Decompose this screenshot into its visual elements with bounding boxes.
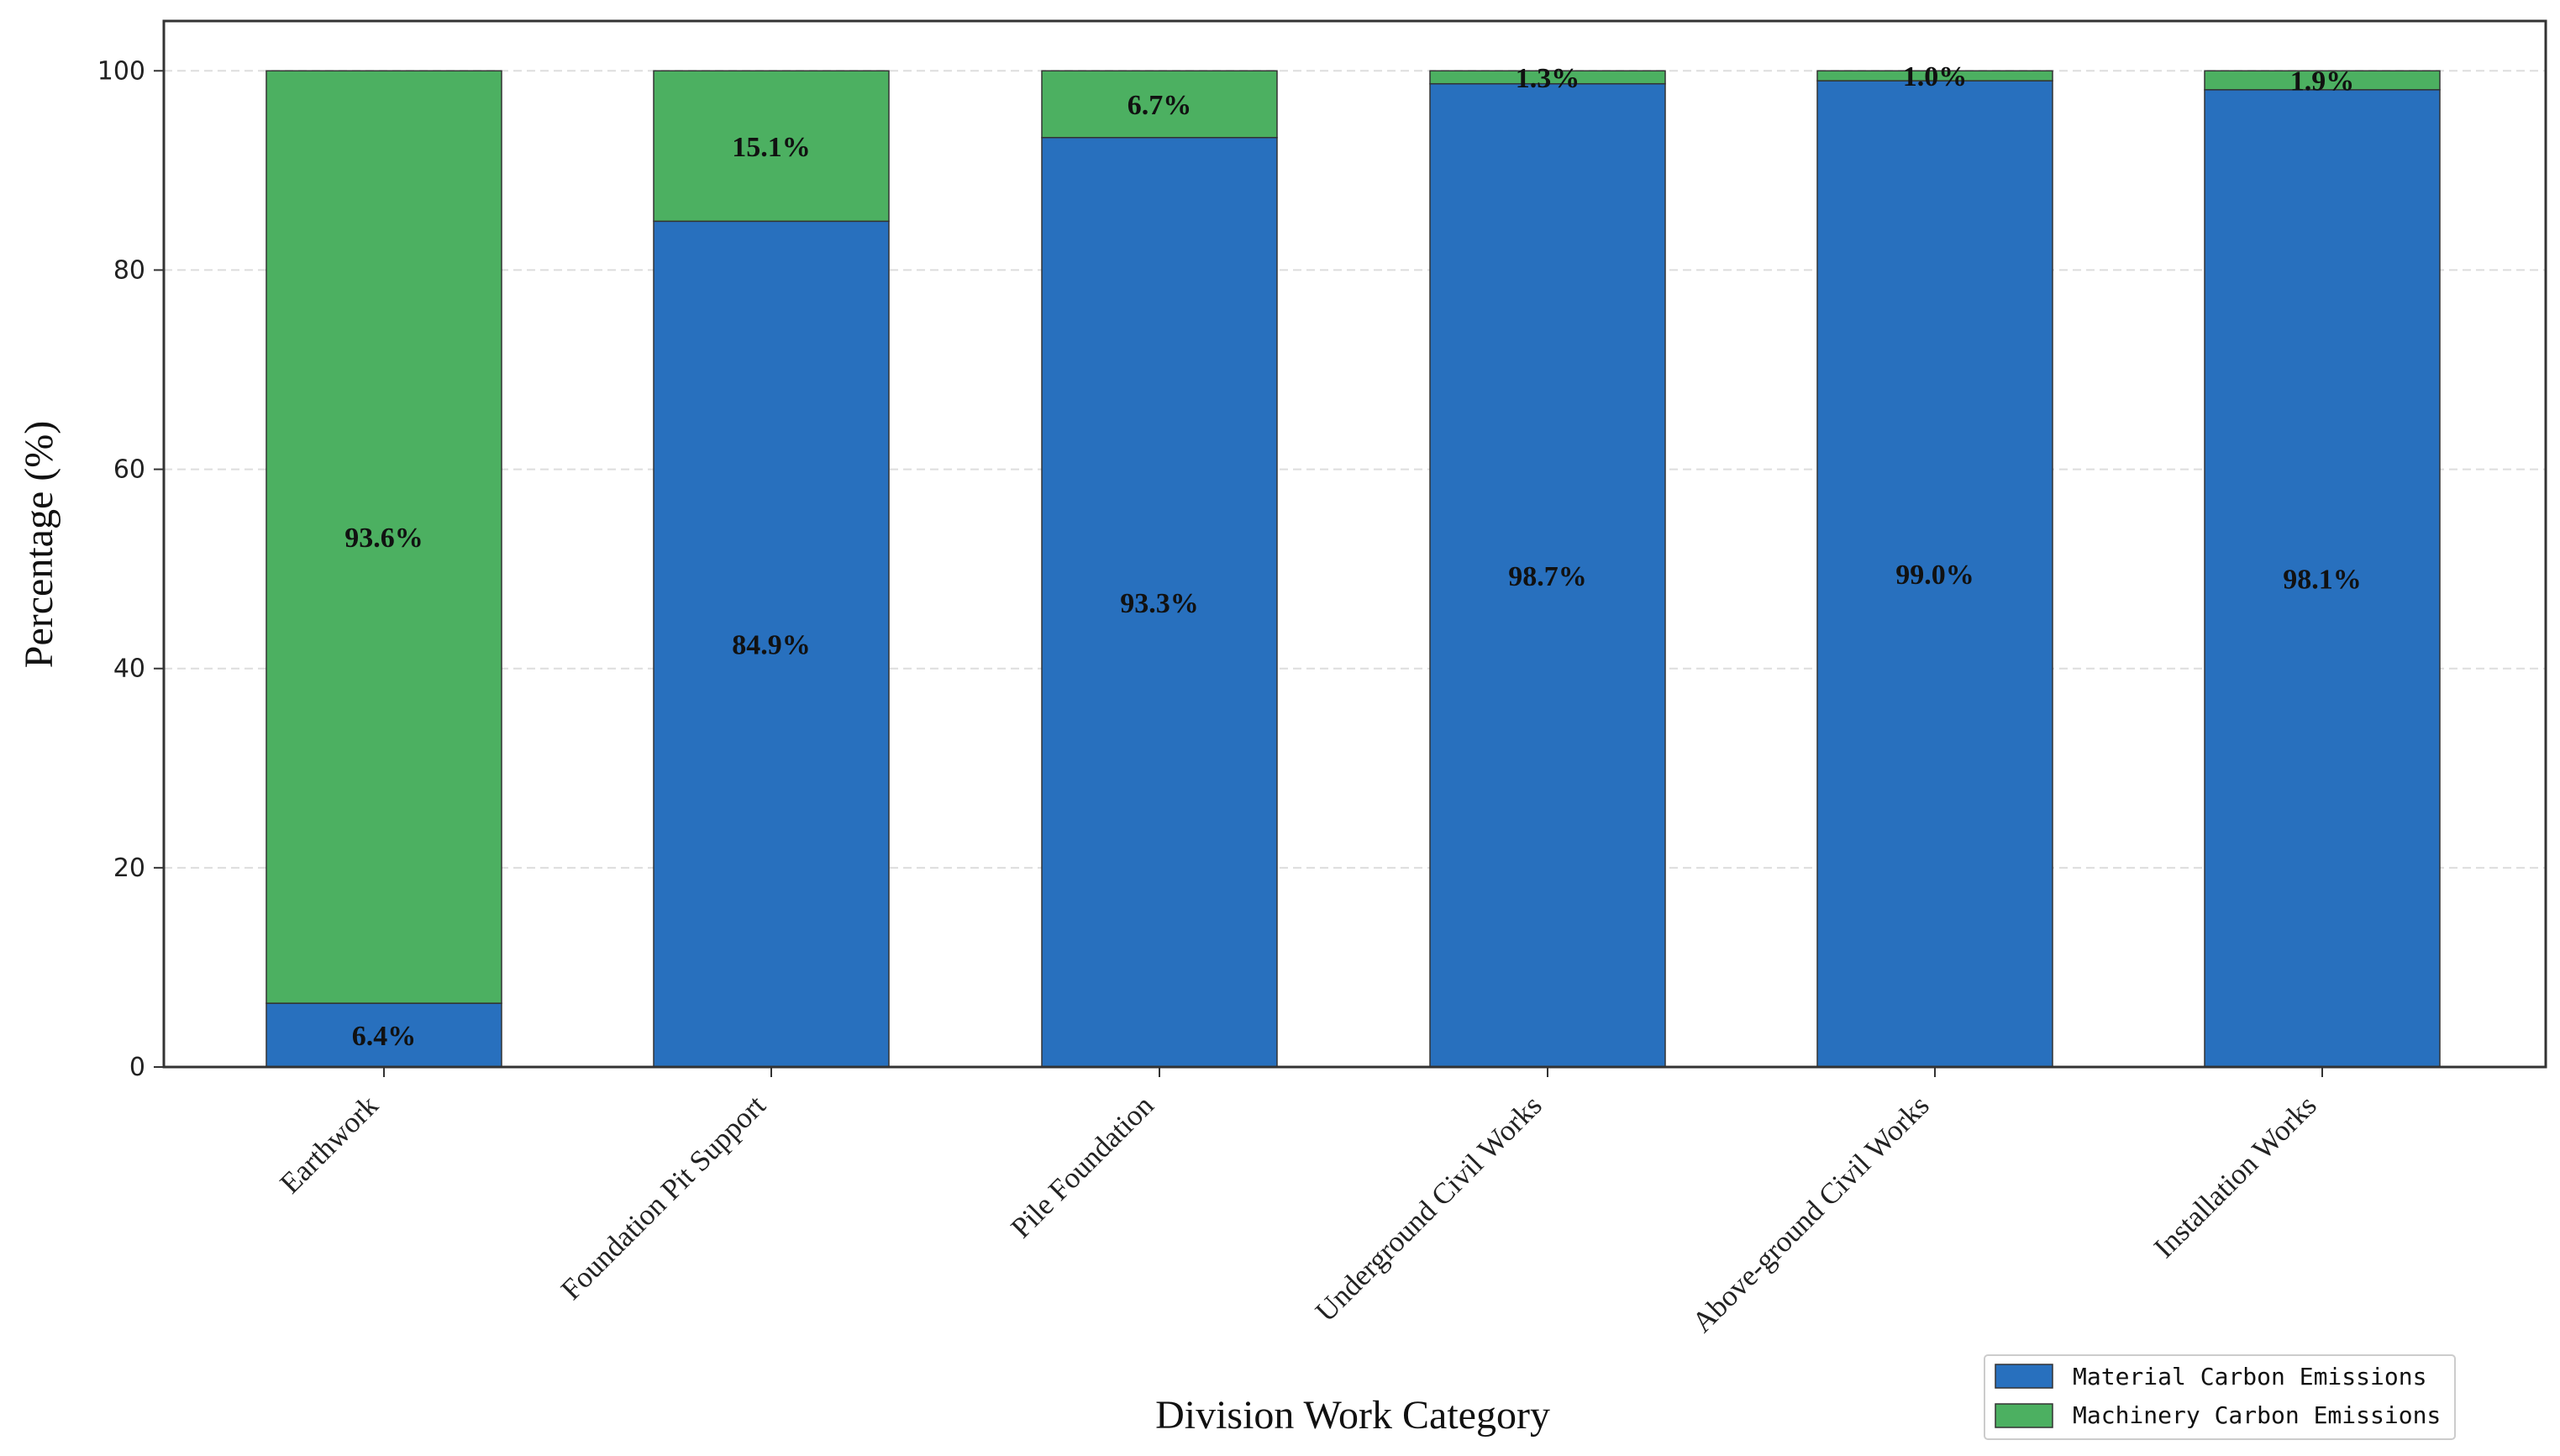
bar-segment bbox=[265, 1002, 502, 1068]
bar-segment bbox=[1429, 70, 1666, 85]
y-tick-label: 40 bbox=[113, 654, 145, 684]
y-tick-label: 60 bbox=[113, 455, 145, 485]
bar-value-label: 93.3% bbox=[1120, 588, 1199, 619]
y-axis-ticks: 0 20 40 60 80 100 bbox=[97, 56, 164, 1082]
x-tick-label: Above-ground Civil Works bbox=[1685, 1089, 1935, 1338]
x-tick-label: Underground Civil Works bbox=[1309, 1089, 1548, 1328]
y-axis-label: Percentage (%) bbox=[17, 421, 61, 669]
x-tick-label: Pile Foundation bbox=[1005, 1089, 1160, 1244]
bar-value-labels: 6.4% 93.6% 84.9% 15.1% 93.3% 6.7% 98.7% 1.3% 99.… bbox=[344, 61, 2362, 1052]
x-axis-label: Division Work Category bbox=[1155, 1393, 1550, 1438]
bar-value-label: 1.0% bbox=[1903, 61, 1968, 92]
x-tick-label: Installation Works bbox=[2147, 1089, 2323, 1264]
bar-segment bbox=[1816, 70, 2053, 81]
bar-value-label: 99.0% bbox=[1895, 560, 1974, 591]
bar-segment bbox=[1041, 70, 1278, 139]
legend-swatch-machinery bbox=[1995, 1403, 2053, 1428]
gridlines bbox=[164, 70, 2546, 869]
bar-value-label: 6.7% bbox=[1128, 90, 1192, 121]
bars bbox=[265, 70, 2441, 1068]
bar-segment bbox=[1429, 82, 1666, 1068]
bar-value-label: 98.7% bbox=[1508, 561, 1587, 592]
bar-value-label: 84.9% bbox=[732, 630, 811, 661]
plot-frame bbox=[162, 19, 2547, 1069]
bar-value-label: 1.3% bbox=[1516, 63, 1580, 94]
bar-value-label: 15.1% bbox=[732, 132, 811, 163]
x-tick-label: Foundation Pit Support bbox=[555, 1089, 772, 1306]
bar-segment bbox=[265, 70, 502, 1004]
x-tick-label: Earthwork bbox=[274, 1089, 385, 1200]
bar-segment bbox=[2204, 70, 2441, 91]
y-tick-label: 80 bbox=[113, 255, 145, 285]
y-tick-label: 0 bbox=[129, 1053, 145, 1082]
x-axis-ticks: Earthwork Foundation Pit Support Pile Foun… bbox=[274, 1067, 2323, 1338]
legend-frame bbox=[1984, 1354, 2456, 1440]
legend-label-material: Material Carbon Emissions bbox=[2073, 1363, 2426, 1390]
bar-segment bbox=[1816, 80, 2053, 1068]
bar-segment bbox=[653, 220, 890, 1068]
legend: Material Carbon Emissions Machinery Carb… bbox=[1984, 1354, 2456, 1440]
bar-value-label: 98.1% bbox=[2283, 564, 2362, 595]
y-tick-label: 100 bbox=[97, 56, 145, 86]
legend-swatch-material bbox=[1995, 1364, 2053, 1389]
bar-value-label: 1.9% bbox=[2290, 66, 2355, 97]
legend-label-machinery: Machinery Carbon Emissions bbox=[2073, 1401, 2441, 1429]
y-tick-label: 20 bbox=[113, 854, 145, 883]
bar-value-label: 6.4% bbox=[352, 1021, 417, 1052]
bar-value-label: 93.6% bbox=[344, 523, 423, 554]
bar-segment bbox=[653, 70, 890, 223]
